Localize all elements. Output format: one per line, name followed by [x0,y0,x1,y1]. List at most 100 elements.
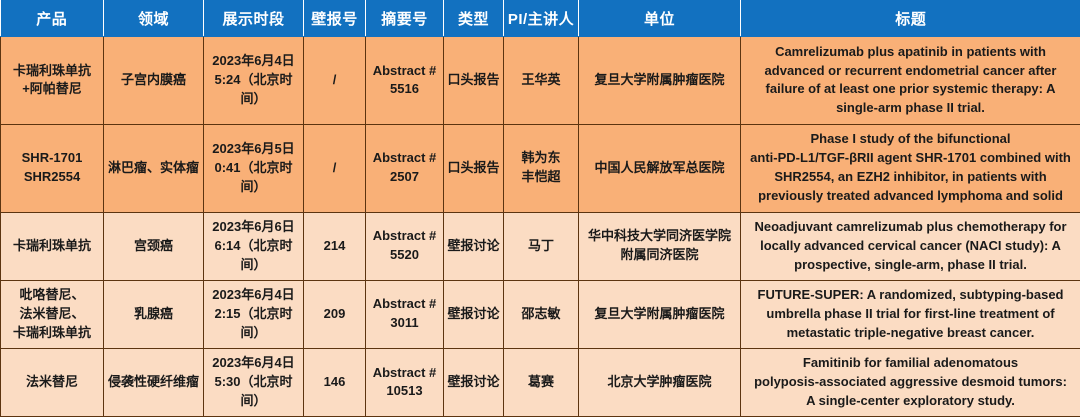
cell-line: 214 [323,237,346,253]
cell-line: prospective, single-arm, phase II trial. [794,256,1027,272]
cell-line: 马丁 [527,237,554,253]
cell-type: 口头报告 [443,36,504,125]
column-header-product: 产品 [0,0,104,37]
cell-line: Abstract # [372,364,437,380]
cell-line: 壁报讨论 [447,305,500,321]
cell-field: 淋巴瘤、实体瘤 [103,123,204,213]
cell-product: 吡咯替尼、 法米替尼、 卡瑞利珠单抗 [0,279,104,349]
cell-title: Phase I study of the bifunctional anti-PD… [740,123,1080,213]
cell-line: Camrelizumab plus apatinib in patients w… [775,43,1046,59]
cell-line: 5520 [390,247,419,263]
cell-product: 卡瑞利珠单抗 +阿帕替尼 [0,36,104,125]
cell-line: 口头报告 [447,71,500,87]
cell-line: 淋巴瘤、实体瘤 [107,159,199,175]
cell-line: anti-PD-L1/TGF-βRII agent SHR-1701 combi… [750,150,1071,166]
cell-slot: 2023年6月6日 6:14（北京时间） [203,211,304,281]
cell-line: metastatic triple-negative breast cancer… [786,324,1035,340]
cell-org: 复旦大学附属肿瘤医院 [578,279,741,349]
cell-line: SHR2554 [23,169,81,185]
cell-line: SHR-1701 [21,150,83,166]
column-header-poster_no: 壁报号 [303,0,366,37]
cell-line: 壁报讨论 [447,237,500,253]
cell-pi: 葛赛 [503,347,579,417]
cell-line: 0:41（北京时间） [214,159,293,194]
cell-line: 146 [323,373,346,389]
cell-line: Abstract # [372,150,437,166]
cell-poster_no: / [303,36,366,125]
cell-title: Neoadjuvant camrelizumab plus chemothera… [740,211,1080,281]
cell-abstract_no: Abstract # 3011 [365,279,444,349]
cell-line: 法米替尼、 [19,305,85,321]
cell-line: 乳腺癌 [133,305,173,321]
table-row: 吡咯替尼、 法米替尼、 卡瑞利珠单抗 乳腺癌 2023年6月4日 2:15（北京时间） 20… [0,279,1080,349]
column-header-title: 标题 [740,0,1080,37]
cell-slot: 2023年6月5日 0:41（北京时间） [203,123,304,213]
cell-line: 葛赛 [527,373,554,389]
cell-pi: 马丁 [503,211,579,281]
cell-line: 中国人民解放军总医院 [594,159,725,175]
cell-product: 法米替尼 [0,347,104,417]
cell-line: 5516 [390,81,419,97]
column-header-slot: 展示时段 [203,0,304,37]
cell-line: 口头报告 [447,159,500,175]
cell-line: 5:24（北京时间） [214,71,293,106]
column-header-field: 领域 [103,0,204,37]
cell-line: 10513 [386,383,423,399]
cell-line: 卡瑞利珠单抗 [12,62,91,78]
cell-abstract_no: Abstract # 10513 [365,347,444,417]
cell-line: 2507 [390,169,419,185]
cell-title: FUTURE-SUPER: A randomized, subtyping-ba… [740,279,1080,349]
cell-line: Neoadjuvant camrelizumab plus chemothera… [754,218,1067,234]
cell-product: SHR-1701 SHR2554 [0,123,104,213]
cell-line: umbrella phase II trial for first-line t… [766,305,1055,321]
cell-line: 丰恺超 [521,169,561,185]
column-header-type: 类型 [443,0,504,37]
cell-line: 6:14（北京时间） [214,237,293,272]
cell-line: 2023年6月5日 [212,140,295,156]
cell-line: / [332,71,337,87]
cell-pi: 韩为东 丰恺超 [503,123,579,213]
cell-line: 2023年6月6日 [212,218,295,234]
cell-line: polyposis-associated aggressive desmoid … [754,373,1067,389]
cell-type: 口头报告 [443,123,504,213]
cell-line: FUTURE-SUPER: A randomized, subtyping-ba… [757,286,1064,302]
column-header-pi: PI/主讲人 [503,0,579,37]
cell-line: Abstract # [372,228,437,244]
cell-line: 复旦大学附属肿瘤医院 [594,305,725,321]
cell-line: 华中科技大学同济医学院 [587,228,731,244]
cell-line: 宫颈癌 [133,237,173,253]
cell-line: 复旦大学附属肿瘤医院 [594,71,725,87]
cell-line: / [332,159,337,175]
cell-line: Abstract # [372,296,437,312]
cell-abstract_no: Abstract # 2507 [365,123,444,213]
cell-line: SHR2554, an EZH2 inhibitor, in patients … [774,169,1047,185]
cell-org: 复旦大学附属肿瘤医院 [578,36,741,125]
table-header-row: 产品 领域 展示时段 壁报号 摘要号 类型 PI/主讲人 单位 标题 [0,0,1080,37]
cell-line: 法米替尼 [25,373,78,389]
cell-org: 中国人民解放军总医院 [578,123,741,213]
cell-line: A single-center exploratory study. [806,392,1015,408]
cell-line: 韩为东 [521,150,561,166]
cell-line: previously treated advanced lymphoma and… [758,187,1063,203]
cell-line: 2023年6月4日 [212,53,295,69]
cell-line: 北京大学肿瘤医院 [607,373,712,389]
cell-field: 乳腺癌 [103,279,204,349]
cell-poster_no: 146 [303,347,366,417]
table-body: 卡瑞利珠单抗 +阿帕替尼 子宫内膜癌 2023年6月4日 5:24（北京时间） / Abst… [0,36,1080,417]
table-row: 法米替尼 侵袭性硬纤维瘤 2023年6月4日 5:30（北京时间） 146 Abstrac… [0,347,1080,417]
cell-line: 壁报讨论 [447,373,500,389]
column-header-abstract_no: 摘要号 [365,0,444,37]
cell-line: +阿帕替尼 [22,81,82,97]
cell-title: Famitinib for familial adenomatous polypo… [740,347,1080,417]
cell-field: 宫颈癌 [103,211,204,281]
cell-line: 子宫内膜癌 [120,71,186,87]
cell-type: 壁报讨论 [443,279,504,349]
cell-pi: 王华英 [503,36,579,125]
table-row: SHR-1701 SHR2554 淋巴瘤、实体瘤 2023年6月5日 0:41（北京时间… [0,123,1080,213]
cell-line: 209 [323,305,346,321]
cell-poster_no: 214 [303,211,366,281]
cell-slot: 2023年6月4日 5:30（北京时间） [203,347,304,417]
cell-line: 侵袭性硬纤维瘤 [107,373,199,389]
cell-abstract_no: Abstract # 5516 [365,36,444,125]
